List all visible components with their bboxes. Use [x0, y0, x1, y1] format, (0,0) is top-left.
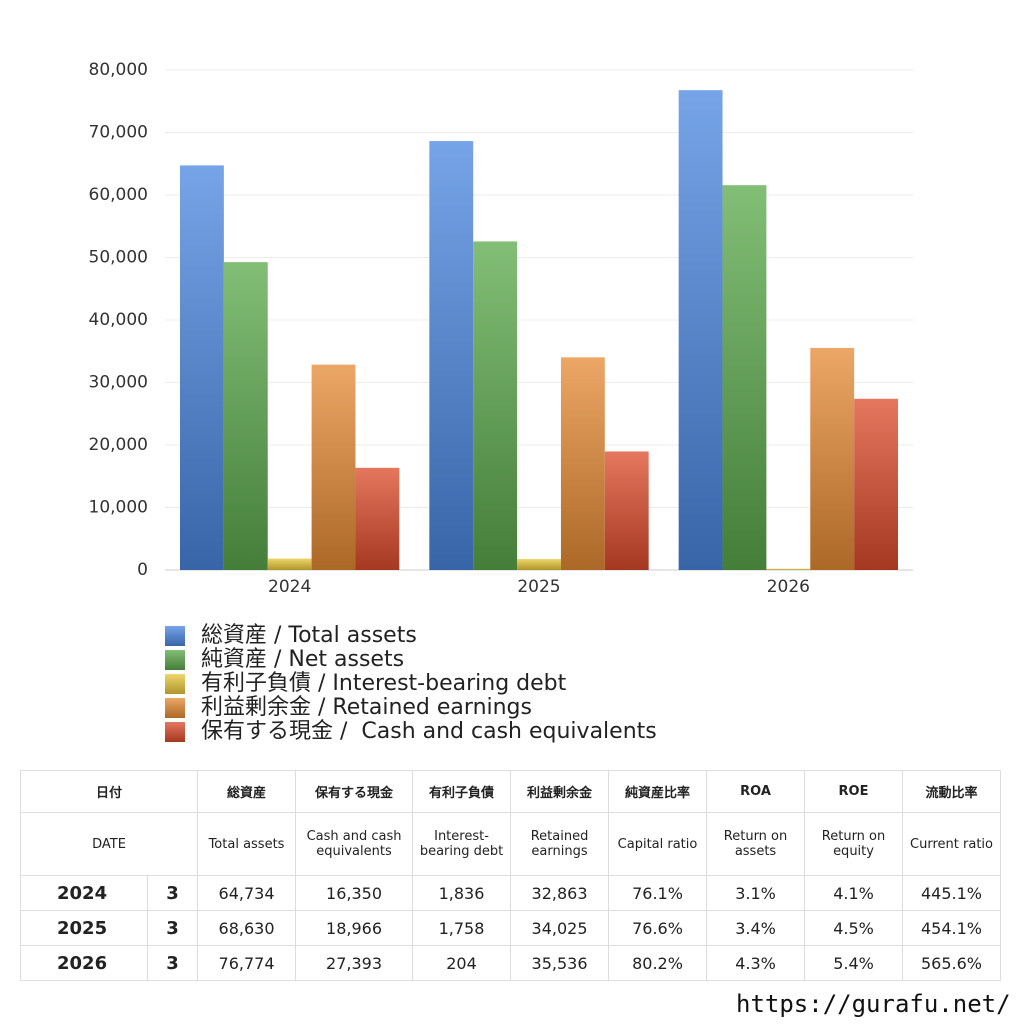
- data-row: 2025 3 68,630 18,966 1,758 34,025 76.6% 3.4% 4.5…: [20, 910, 1002, 946]
- table-cell: 3.4%: [706, 910, 806, 946]
- table-cell: 1,758: [412, 910, 512, 946]
- legend-swatch: [165, 674, 185, 694]
- table-cell: 445.1%: [902, 875, 1002, 911]
- legend-label: 保有する現金 / Cash and cash equivalents: [201, 719, 657, 744]
- bar: [722, 185, 767, 570]
- legend-label: 純資産 / Net assets: [201, 647, 404, 672]
- bar: [604, 451, 649, 570]
- chart: 0 10,000 20,000 30,000 40,000 50,000 60,000 70,…: [89, 60, 913, 744]
- table-cell: 1,836: [412, 875, 512, 911]
- header-cell: Return on assets: [706, 812, 806, 876]
- table-cell: 2024: [20, 875, 148, 911]
- header-cell: 保有する現金: [295, 770, 414, 813]
- table-cell: 27,393: [295, 945, 414, 981]
- legend-label: 利益剰余金 / Retained earnings: [201, 695, 532, 720]
- header-cell: 有利子負債: [412, 770, 512, 813]
- y-tick-label: 30,000: [89, 373, 148, 393]
- header-row: 日付 総資産 保有する現金 有利子負債 利益剰余金 純資産比率 ROA ROE 流動比率: [19, 770, 1002, 813]
- header-cell: ROE: [804, 770, 904, 813]
- header-cell: Total assets: [197, 812, 297, 876]
- table-cell: 76.6%: [608, 910, 708, 946]
- table-cell: 68,630: [197, 910, 297, 946]
- table-cell: 204: [412, 945, 512, 981]
- y-tick-label: 70,000: [89, 123, 148, 143]
- bar: [223, 262, 268, 570]
- header-cell: 総資産: [197, 770, 297, 813]
- table-cell: 565.6%: [902, 945, 1002, 981]
- y-tick-label: 0: [137, 560, 148, 580]
- y-tick-label: 60,000: [89, 185, 148, 205]
- data-table: 日付 総資産 保有する現金 有利子負債 利益剰余金 純資産比率 ROA ROE 流動比率 DATE…: [19, 770, 1002, 981]
- header-cell: 流動比率: [902, 770, 1002, 813]
- header-cell: ROA: [706, 770, 806, 813]
- bar: [473, 241, 518, 570]
- y-tick-label: 10,000: [89, 498, 148, 518]
- bar: [517, 559, 561, 570]
- legend-label: 有利子負債 / Interest-bearing debt: [201, 671, 567, 696]
- y-tick-label: 50,000: [89, 248, 148, 268]
- bar: [355, 467, 400, 570]
- header-cell: 純資産比率: [608, 770, 708, 813]
- bar: [678, 90, 723, 570]
- bar: [854, 398, 898, 570]
- table-cell: 3: [146, 910, 199, 946]
- header-cell: Return on equity: [804, 812, 904, 876]
- y-tick-label: 80,000: [89, 60, 148, 80]
- x-tick-label: 2026: [767, 577, 810, 597]
- x-tick-label: 2024: [268, 577, 311, 597]
- table-cell: 3.1%: [706, 875, 806, 911]
- legend-swatch: [165, 626, 185, 646]
- legend-label: 総資産 / Total assets: [201, 623, 417, 648]
- table-cell: 4.3%: [706, 945, 806, 981]
- header-cell: Interest-bearing debt: [412, 812, 512, 876]
- table-cell: 3: [146, 875, 199, 911]
- table-cell: 32,863: [510, 875, 610, 911]
- table-cell: 4.5%: [804, 910, 904, 946]
- bar: [766, 568, 811, 570]
- bar: [810, 347, 855, 570]
- table-cell: 76.1%: [608, 875, 708, 911]
- legend-swatch: [165, 722, 185, 742]
- header-cell: Retained earnings: [510, 812, 610, 876]
- table-cell: 454.1%: [902, 910, 1002, 946]
- data-row: 2024 3 64,734 16,350 1,836 32,863 76.1% 3.1% 4.1…: [20, 875, 1002, 911]
- y-tick-label: 20,000: [89, 435, 148, 455]
- table-cell: 5.4%: [804, 945, 904, 981]
- table-cell: 34,025: [510, 910, 610, 946]
- header-cell: Capital ratio: [608, 812, 708, 876]
- header-row: DATE Total assets Cash and cash equivalent…: [19, 812, 1002, 876]
- bar: [560, 357, 605, 570]
- y-tick-label: 40,000: [89, 310, 148, 330]
- x-tick-label: 2025: [517, 577, 560, 597]
- header-cell: 利益剰余金: [510, 770, 610, 813]
- table-cell: 16,350: [295, 875, 414, 911]
- bar: [180, 165, 224, 570]
- table-cell: 4.1%: [804, 875, 904, 911]
- table-cell: 3: [146, 945, 199, 981]
- legend-swatch: [165, 650, 185, 670]
- header-cell: Current ratio: [902, 812, 1002, 876]
- footer-url: https://gurafu.net/: [736, 990, 1011, 1018]
- header-cell: DATE: [19, 812, 199, 876]
- bar: [429, 141, 474, 570]
- bar: [267, 558, 312, 570]
- header-cell: 日付: [19, 770, 199, 813]
- table-cell: 2025: [20, 910, 148, 946]
- table-cell: 35,536: [510, 945, 610, 981]
- table-cell: 64,734: [197, 875, 297, 911]
- table-cell: 18,966: [295, 910, 414, 946]
- table-cell: 2026: [20, 945, 148, 981]
- bar: [311, 364, 356, 570]
- legend-swatch: [165, 698, 185, 718]
- header-cell: Cash and cash equivalents: [295, 812, 414, 876]
- table-cell: 76,774: [197, 945, 297, 981]
- data-row: 2026 3 76,774 27,393 204 35,536 80.2% 4.3% 5.4% 5…: [20, 945, 1002, 981]
- table-cell: 80.2%: [608, 945, 708, 981]
